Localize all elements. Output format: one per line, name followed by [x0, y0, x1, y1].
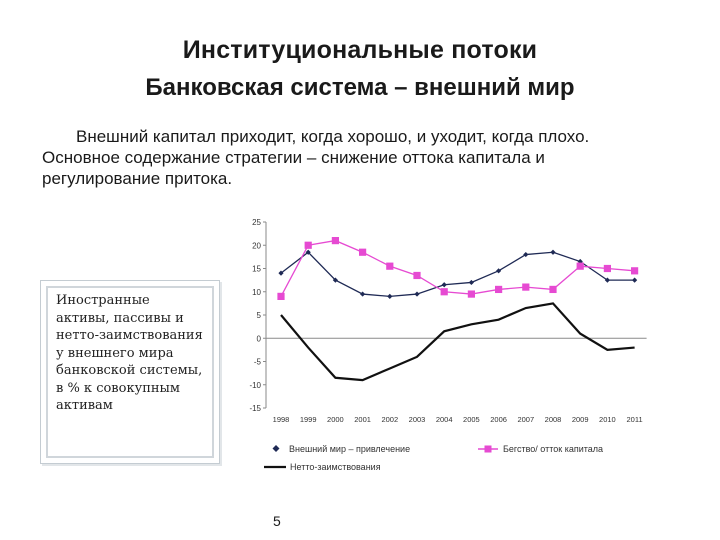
series-1-point — [414, 291, 420, 297]
x-tick-label: 2010 — [599, 415, 616, 424]
x-tick-label: 2001 — [354, 415, 371, 424]
x-tick-label: 1999 — [300, 415, 317, 424]
series-2-point — [549, 285, 557, 294]
series-2-point — [576, 262, 584, 270]
series-1-point — [550, 249, 556, 255]
series-1-point — [523, 251, 529, 258]
x-tick-label: 2007 — [517, 415, 534, 424]
series-line-1 — [280, 251, 635, 298]
y-tick-label: -5 — [254, 358, 262, 367]
y-tick-label: 10 — [252, 288, 261, 297]
slide-title: Институциональные потоки — [182, 36, 538, 64]
legend-marker-2 — [484, 445, 492, 453]
y-tick-label: 25 — [252, 218, 261, 227]
series-1-point — [468, 279, 474, 286]
series-2-point — [603, 264, 611, 273]
series-2-point — [359, 248, 367, 256]
series-2-point — [277, 292, 285, 300]
series-1-point — [278, 270, 284, 276]
x-tick-label: 2011 — [627, 415, 643, 424]
legend-label-2: Бегство/ отток капитала — [503, 444, 603, 454]
page-number: 5 — [273, 513, 281, 529]
series-2-point — [631, 267, 639, 275]
y-tick-label: 5 — [257, 311, 262, 320]
series-2-point — [467, 290, 475, 298]
y-tick-label: 20 — [252, 241, 261, 250]
x-tick-label: 2003 — [409, 415, 426, 424]
intro-text: Внешний капитал приходит, когда хорошо, … — [42, 127, 590, 188]
series-1-point — [360, 291, 366, 297]
y-tick-label: 15 — [252, 265, 261, 274]
series-1-point — [632, 277, 638, 283]
series-1-point — [332, 277, 338, 283]
x-tick-label: 2005 — [463, 415, 480, 424]
series-1-point — [496, 268, 502, 274]
x-tick-label: 2006 — [490, 415, 507, 424]
legend-label-1: Внешний мир – привлечение — [289, 444, 410, 454]
x-tick-label: 2009 — [572, 415, 589, 424]
legend-marker-1 — [272, 445, 280, 452]
series-2-point — [386, 262, 394, 270]
series-2-point — [413, 271, 421, 280]
series-1-point — [441, 282, 447, 288]
slide-subtitle: Банковская система – внешний мир — [145, 74, 575, 101]
y-tick-label: -15 — [249, 404, 261, 413]
y-tick-label: 0 — [257, 334, 262, 343]
series-line-3 — [280, 302, 635, 382]
x-tick-label: 2004 — [436, 415, 453, 424]
series-1-point — [577, 258, 583, 265]
series-2-point — [331, 237, 339, 245]
x-tick-label: 2000 — [327, 415, 344, 424]
series-2-point — [522, 283, 530, 291]
side-note-text: Иностранные активы, пассивы и нетто-заим… — [46, 286, 214, 458]
y-tick-label: -10 — [249, 381, 261, 390]
series-line-2 — [280, 239, 635, 297]
side-note-box: Иностранные активы, пассивы и нетто-заим… — [40, 280, 220, 464]
x-tick-label: 2002 — [381, 415, 398, 424]
series-1-point — [604, 277, 610, 283]
series-1-point — [387, 293, 393, 299]
series-2-point — [304, 241, 312, 249]
x-tick-label: 1998 — [273, 415, 290, 424]
series-1-point — [305, 249, 311, 255]
legend-label-3: Нетто-заимствования — [290, 462, 381, 472]
series-2-point — [495, 285, 503, 294]
series-2-point — [440, 288, 448, 296]
x-tick-label: 2008 — [545, 415, 562, 424]
